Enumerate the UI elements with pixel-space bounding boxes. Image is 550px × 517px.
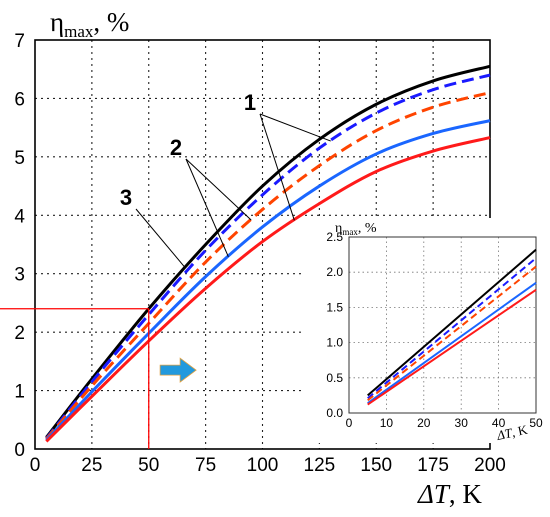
annotation-leader-2 xyxy=(185,158,252,221)
y-tick-label: 5 xyxy=(14,148,25,169)
y-tick-label: 1 xyxy=(14,382,25,403)
annotation-label-1: 1 xyxy=(244,90,256,115)
y-axis-title: ηmax, % xyxy=(50,7,129,41)
x-tick-label: 100 xyxy=(247,455,279,476)
x-axis-title-unit: , K xyxy=(449,479,483,509)
y-tick-label: 2 xyxy=(14,323,25,344)
series-line-1 xyxy=(45,64,491,439)
inset-y-tick-label: 1.5 xyxy=(326,300,343,314)
y-axis-title-unit: , % xyxy=(93,7,129,37)
y-axis-title-symbol: η xyxy=(50,7,64,37)
inset-x-axis-title-symbol: ΔT xyxy=(495,425,514,443)
inset-background xyxy=(304,218,546,443)
series-line-4 xyxy=(45,119,491,442)
x-tick-label: 25 xyxy=(81,455,102,476)
inset-y-tick-label: 0.0 xyxy=(326,406,343,420)
y-tick-label: 4 xyxy=(14,206,25,227)
x-tick-label: 200 xyxy=(474,455,506,476)
y-axis-title-subscript: max xyxy=(64,22,94,41)
inset-y-tick-label: 2.5 xyxy=(326,230,343,244)
x-tick-label: 150 xyxy=(360,455,392,476)
annotation-label-2: 2 xyxy=(170,135,182,160)
annotation-leader-3 xyxy=(135,208,186,268)
inset-x-tick-label: 20 xyxy=(417,416,431,430)
series-line-2 xyxy=(45,73,491,440)
annotation-leader-1 xyxy=(259,113,331,142)
inset-x-tick-label: 0 xyxy=(346,416,353,430)
x-tick-label: 75 xyxy=(195,455,216,476)
inset-y-axis-title-symbol: η xyxy=(335,221,342,236)
inset-series-line-1 xyxy=(367,248,537,397)
series-line-5 xyxy=(45,136,491,443)
inset-y-axis-title: ηmax, % xyxy=(335,221,377,237)
y-tick-label: 7 xyxy=(14,31,25,52)
series-line-3 xyxy=(45,91,491,441)
inset-series-line-5 xyxy=(367,288,537,406)
inset-x-tick-label: 10 xyxy=(380,416,394,430)
x-axis-title-symbol: ΔT xyxy=(417,479,451,509)
y-tick-label: 0 xyxy=(14,440,25,461)
inset-x-axis-title: ΔT, K xyxy=(495,422,530,443)
y-tick-label: 6 xyxy=(14,89,25,110)
x-axis-title: ΔT, K xyxy=(417,479,482,509)
inset-y-tick-label: 2.0 xyxy=(326,265,343,279)
arrow-icon xyxy=(159,357,197,383)
inset-series-line-4 xyxy=(367,281,537,404)
inset-y-axis-title-subscript: max xyxy=(342,227,358,237)
annotation-label-3: 3 xyxy=(120,185,132,210)
inset-y-tick-label: 0.5 xyxy=(326,371,343,385)
x-tick-label: 50 xyxy=(138,455,159,476)
inset-series-line-3 xyxy=(367,265,537,402)
y-tick-label: 3 xyxy=(14,265,25,286)
inset-x-tick-label: 40 xyxy=(492,416,506,430)
inset-x-tick-label: 30 xyxy=(455,416,469,430)
x-tick-label: 0 xyxy=(30,455,41,476)
inset-x-tick-label: 50 xyxy=(529,416,543,430)
x-tick-label: 125 xyxy=(304,455,336,476)
inset-y-axis-title-unit: , % xyxy=(358,221,377,236)
inset-x-axis-title-unit: , K xyxy=(510,422,529,440)
inset-y-tick-label: 1.0 xyxy=(326,336,343,350)
inset-plot-frame xyxy=(348,236,537,414)
inset-series-line-2 xyxy=(367,257,537,399)
x-tick-label: 175 xyxy=(417,455,449,476)
annotation-leader-2 xyxy=(185,158,229,257)
annotation-leader-1 xyxy=(259,113,295,221)
